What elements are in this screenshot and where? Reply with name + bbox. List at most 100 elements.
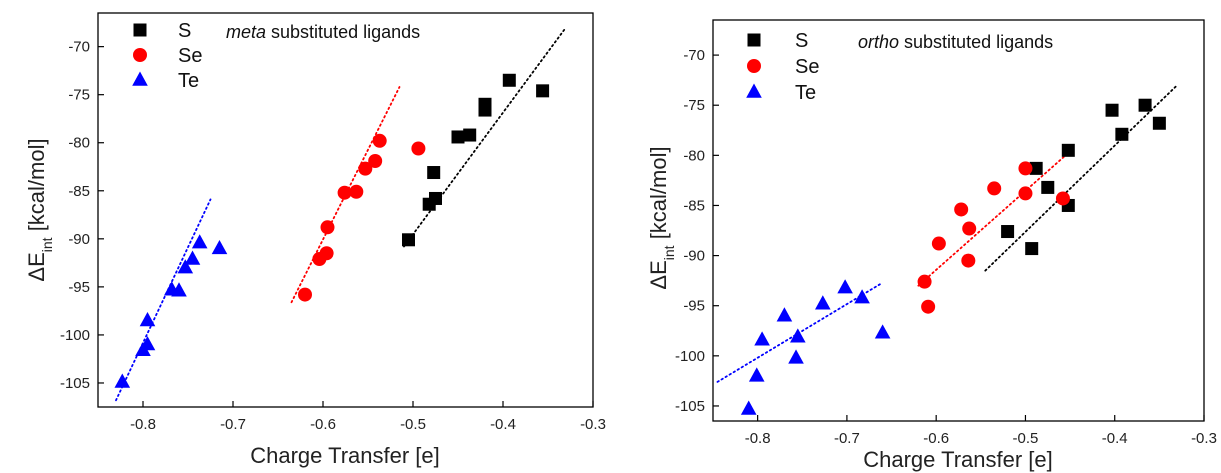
- panel-title: meta substituted ligands: [226, 22, 420, 42]
- point-se: [372, 133, 387, 148]
- legend-label-se: Se: [178, 45, 202, 67]
- point-se: [917, 274, 932, 289]
- point-s: [478, 97, 492, 111]
- point-te: [854, 289, 870, 304]
- y-tick-label: -105: [675, 398, 705, 415]
- y-axis-label-sub: int: [39, 237, 55, 252]
- legend-marker-te: [746, 83, 762, 98]
- x-tick-label: -0.5: [1013, 430, 1039, 447]
- point-s: [502, 73, 516, 87]
- point-se: [349, 184, 364, 199]
- legend: S Se Te: [132, 20, 202, 92]
- x-tick-label: -0.5: [400, 416, 426, 433]
- y-axis-label: ΔEint [kcal/mol]: [646, 146, 677, 289]
- panel-title-italic: meta: [226, 22, 266, 42]
- y-axis-label-sub: int: [661, 245, 677, 260]
- fit-line-te: [716, 281, 884, 383]
- y-tick-label: -100: [60, 327, 90, 344]
- point-te: [874, 324, 891, 339]
- point-s: [1138, 98, 1152, 112]
- legend-label-s: S: [795, 30, 808, 52]
- point-te: [790, 328, 806, 343]
- fit-line-se: [917, 150, 1071, 287]
- point-te: [740, 400, 757, 415]
- x-tick-label: -0.7: [220, 416, 246, 433]
- point-s: [402, 233, 415, 247]
- y-axis-label-suffix: [kcal/mol]: [646, 146, 671, 245]
- point-s: [1025, 242, 1039, 256]
- y-tick-label: -100: [675, 348, 705, 365]
- fit-line-te: [115, 198, 212, 402]
- x-axis-label: Charge Transfer [e]: [250, 443, 440, 468]
- x-tick-label: -0.8: [745, 430, 771, 447]
- panel-title: ortho substituted ligands: [858, 32, 1053, 52]
- point-s: [1061, 143, 1075, 157]
- point-se: [298, 287, 312, 302]
- x-tick-label: -0.6: [923, 430, 949, 447]
- legend-marker-te: [132, 71, 148, 86]
- point-te: [748, 367, 765, 382]
- legend-marker-s: [747, 33, 761, 47]
- plot-frame: [712, 19, 1205, 422]
- point-s: [536, 84, 550, 98]
- point-te: [184, 250, 201, 265]
- legend-marker-s: [133, 23, 147, 37]
- meta-panel: -0.8 -0.7 -0.6 -0.5 -0.4 -0.3 -105 -100 -95 -90 -8…: [24, 12, 606, 468]
- x-tick-label: -0.3: [580, 416, 606, 433]
- fit-lines: [716, 84, 1179, 383]
- point-s: [1105, 103, 1119, 117]
- point-s: [1001, 225, 1015, 239]
- y-tick-label: -70: [68, 39, 90, 56]
- data-points: [740, 98, 1166, 415]
- y-axis-label-prefix: ΔE: [646, 260, 671, 289]
- point-se: [1055, 191, 1070, 206]
- y-tick-label: -80: [683, 147, 705, 164]
- point-se: [358, 161, 373, 176]
- x-axis-label: Charge Transfer [e]: [863, 447, 1053, 472]
- x-tick-label: -0.4: [1102, 430, 1128, 447]
- y-tick-label: -95: [683, 298, 705, 315]
- point-s: [451, 130, 465, 144]
- point-se: [1018, 186, 1033, 201]
- legend: S Se Te: [746, 30, 819, 104]
- point-se: [1018, 161, 1033, 176]
- point-s: [1115, 127, 1129, 141]
- point-te: [776, 307, 793, 322]
- point-se: [337, 185, 352, 200]
- fit-line-s: [984, 84, 1179, 272]
- legend-label-te: Te: [178, 70, 199, 92]
- y-tick-label: -85: [683, 197, 705, 214]
- point-s: [463, 128, 477, 142]
- y-tick-label: -105: [60, 375, 90, 392]
- point-te: [139, 336, 156, 351]
- y-tick-label: -90: [68, 231, 90, 248]
- point-se: [962, 221, 977, 236]
- y-tick-label: -95: [68, 279, 90, 296]
- point-te: [815, 295, 831, 310]
- legend-marker-se: [133, 48, 147, 62]
- point-se: [368, 153, 383, 168]
- point-se: [411, 141, 426, 156]
- legend-label-se: Se: [795, 56, 819, 78]
- point-se: [931, 236, 946, 251]
- axis-ticks: -0.8 -0.7 -0.6 -0.5 -0.4 -0.3 -105 -100 -95 -90 -8…: [60, 39, 606, 433]
- y-axis-label: ΔEint [kcal/mol]: [24, 138, 55, 281]
- y-tick-label: -75: [683, 97, 705, 114]
- point-te: [177, 259, 194, 274]
- point-s: [1152, 116, 1166, 130]
- y-tick-label: -70: [683, 47, 705, 64]
- point-te: [139, 312, 156, 327]
- y-axis-label-prefix: ΔE: [24, 252, 49, 281]
- point-s: [427, 166, 441, 180]
- point-se: [921, 299, 936, 314]
- ortho-panel: -0.8 -0.7 -0.6 -0.5 -0.4 -0.3 -105 -100 -95 -90 -8…: [646, 19, 1217, 472]
- legend-label-s: S: [178, 20, 191, 42]
- y-tick-label: -85: [68, 183, 90, 200]
- point-te: [191, 234, 208, 249]
- point-te: [171, 282, 187, 297]
- point-se: [987, 181, 1002, 196]
- point-te: [114, 373, 131, 388]
- y-tick-label: -75: [68, 87, 90, 104]
- panel-title-rest: substituted ligands: [899, 32, 1053, 52]
